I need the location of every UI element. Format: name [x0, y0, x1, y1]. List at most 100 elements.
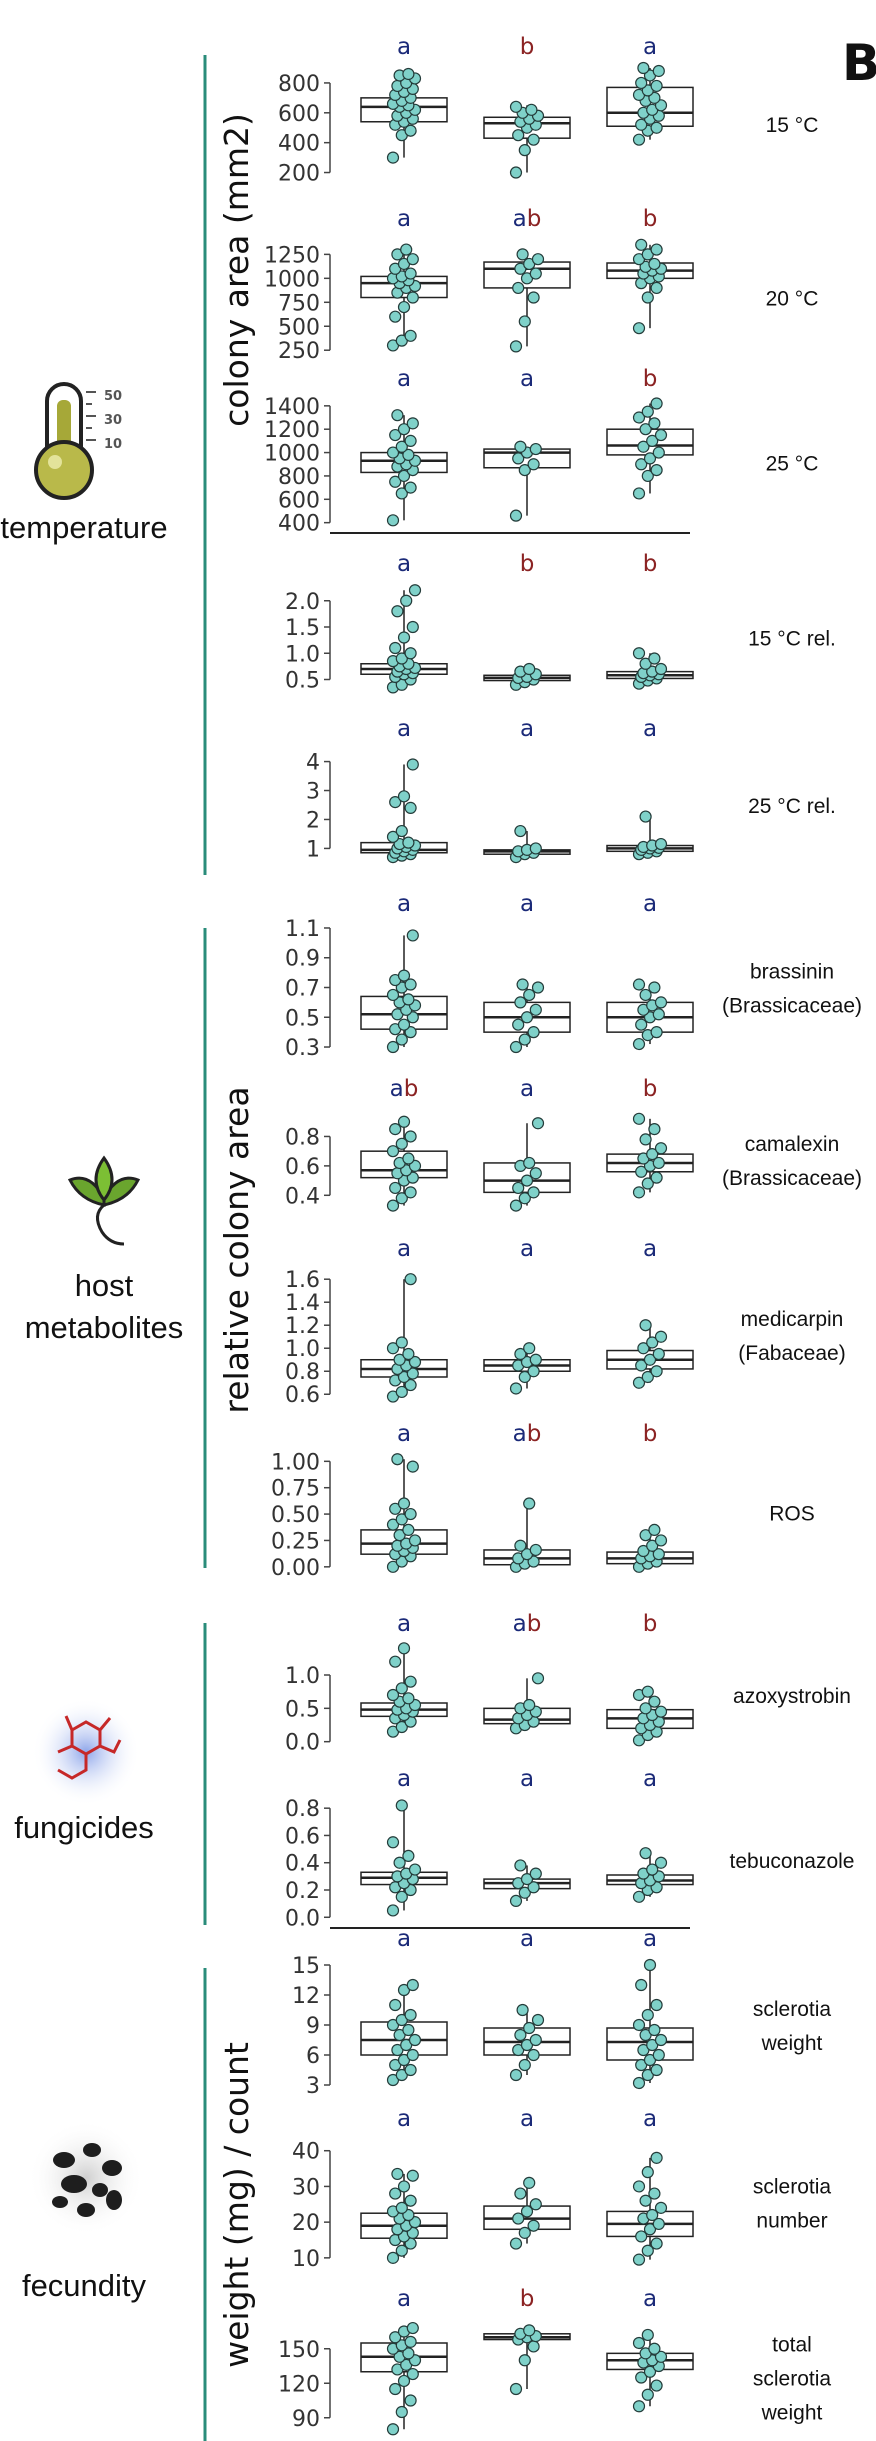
data-point — [520, 1174, 534, 1187]
condition-label: total — [772, 2334, 812, 2357]
y-tick-label: 400 — [278, 132, 320, 157]
data-point — [386, 2423, 400, 2436]
significance-letter: a — [397, 1926, 411, 1952]
data-point — [509, 100, 523, 113]
condition-label: (Fabaceae) — [738, 1342, 845, 1365]
data-point — [406, 2048, 419, 2062]
significance-letter: a — [397, 1421, 411, 1447]
y-tick-label: 10 — [292, 2247, 320, 2272]
data-point — [527, 1186, 540, 1199]
data-point — [389, 2382, 402, 2396]
data-point — [635, 2371, 648, 2384]
data-point — [404, 2394, 417, 2407]
data-point — [397, 631, 411, 644]
data-point — [406, 1978, 419, 1992]
y-tick-label: 0.9 — [285, 947, 320, 972]
data-point — [641, 1685, 654, 1698]
data-point — [635, 1359, 648, 1372]
condition-label: tebuconazole — [730, 1850, 855, 1873]
data-point — [395, 1513, 408, 1526]
condition-label: weight — [761, 2032, 823, 2055]
data-point — [395, 1799, 408, 1812]
data-point — [404, 801, 417, 814]
data-point — [652, 64, 665, 78]
y-tick-label: 0.25 — [271, 1529, 320, 1554]
data-point — [632, 1112, 646, 1125]
data-point — [386, 1040, 400, 1054]
data-point — [386, 151, 400, 164]
data-point — [389, 1123, 402, 1136]
y-tick-label: 1.5 — [285, 616, 320, 641]
data-point — [509, 509, 523, 522]
data-point — [654, 1142, 668, 1155]
data-point — [509, 2237, 523, 2250]
data-point — [406, 1460, 419, 1473]
significance-letter: ab — [513, 206, 542, 232]
data-point — [406, 758, 419, 771]
data-point — [389, 2331, 402, 2344]
data-point — [408, 1863, 422, 1876]
data-point — [514, 996, 527, 1009]
ylabel-weight-count: weight (mg) / count — [217, 2042, 256, 2368]
data-point — [518, 2354, 531, 2367]
data-point — [643, 452, 657, 465]
data-point — [404, 124, 417, 137]
data-point — [509, 340, 523, 353]
data-point — [654, 2350, 668, 2363]
y-tick-label: 250 — [278, 339, 320, 364]
data-point — [516, 978, 529, 991]
condition-label: (Brassicaceae) — [722, 1167, 862, 1190]
y-tick-label: 2.0 — [285, 590, 320, 615]
significance-letter: b — [643, 551, 658, 577]
data-point — [646, 1148, 659, 1161]
condition-label: ROS — [769, 1503, 815, 1526]
data-point — [652, 1008, 665, 1021]
data-point — [408, 1355, 422, 1369]
data-point — [389, 1998, 402, 2012]
y-tick-label: 6 — [306, 2044, 320, 2069]
data-point — [527, 133, 540, 146]
data-point — [514, 1539, 527, 1552]
data-point — [646, 1336, 659, 1349]
data-point — [406, 620, 419, 634]
data-point — [404, 2008, 417, 2022]
panel-12: 10 20 30 40 a a a sclerotia number — [292, 2106, 831, 2272]
data-point — [395, 440, 408, 453]
data-point — [639, 1133, 652, 1146]
data-point — [386, 1518, 400, 1531]
data-point — [654, 428, 668, 442]
y-tick-label: 1200 — [264, 418, 320, 443]
data-point — [514, 1859, 527, 1872]
data-point — [518, 463, 531, 477]
data-point — [632, 2400, 646, 2413]
data-point — [652, 1347, 665, 1361]
data-point — [650, 397, 663, 410]
y-tick-label: 0.5 — [285, 1006, 320, 1031]
data-point — [386, 830, 400, 843]
data-point — [404, 434, 417, 447]
data-point — [393, 1353, 406, 1366]
data-point — [531, 1672, 545, 1685]
data-point — [648, 652, 661, 665]
data-point — [635, 458, 648, 471]
y-tick-label: 1.4 — [285, 1291, 320, 1316]
data-point — [512, 452, 525, 465]
data-point — [389, 428, 402, 442]
data-point — [391, 2167, 404, 2181]
data-point — [529, 267, 542, 280]
condition-label: sclerotia — [753, 1998, 832, 2021]
thermometer-icon: 50 30 10 — [34, 382, 122, 500]
data-point — [386, 1145, 400, 1158]
y-tick-label: 0.6 — [285, 1155, 320, 1180]
panel-7: 0.60.81.01.21.41.6 a a a medicarpin (Fabaceae… — [285, 1236, 846, 1408]
data-point — [402, 1347, 415, 1361]
data-point — [632, 978, 646, 991]
data-point — [518, 144, 531, 157]
data-point — [397, 423, 411, 436]
data-point — [632, 2253, 646, 2266]
y-tick-label: 1.00 — [271, 1450, 320, 1475]
data-point — [632, 1376, 646, 1389]
data-point — [650, 121, 663, 134]
data-point — [404, 329, 417, 342]
data-point — [395, 1385, 408, 1399]
